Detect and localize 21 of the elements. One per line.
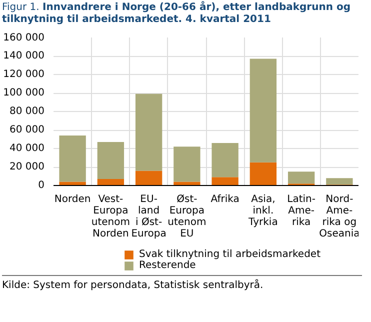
x-tick-label: Asia, inkl. Tyrkia <box>248 194 278 228</box>
y-tick-label: 20 000 <box>10 162 45 172</box>
y-tick-label: 40 000 <box>10 143 45 154</box>
x-tick-label: Vest- Europa utenom Norden <box>91 194 130 240</box>
x-tick-label: Latin- Ame- rika <box>287 194 316 228</box>
y-tick-label: 120 000 <box>3 69 45 80</box>
x-tick-label: Norden <box>54 194 91 205</box>
y-tick-label: 0 <box>38 180 45 191</box>
x-tick-label: EU- land i Øst- Europa <box>131 194 166 240</box>
text: Kilde: System for persondata, Statistisk sentralbyrå. <box>2 275 362 294</box>
chart-title: Figur 1. Innvandrere i Norge (20-66 år), etter landbakgrunn og tilknytning til arbeidsmarkedet. 4. kvartal 2011 <box>2 2 352 26</box>
x-tick-label: Nord- Ame- rika og Oseania <box>319 194 360 240</box>
x-tick-label: Øst- Europa utenom EU <box>168 194 206 240</box>
y-tick-label: 140 000 <box>3 50 45 62</box>
x-tick-label: Afrika <box>210 194 240 205</box>
y-tick-label: 100 000 <box>3 88 45 98</box>
y-tick-label: 80 000 <box>10 106 45 117</box>
y-tick-label: 60 000 <box>10 124 45 136</box>
legend-label: Svak tilknytning til arbeidsmarkedet <box>139 249 321 260</box>
y-tick-label: 160 000 <box>3 32 45 44</box>
legend-label: Resterende <box>139 260 196 271</box>
